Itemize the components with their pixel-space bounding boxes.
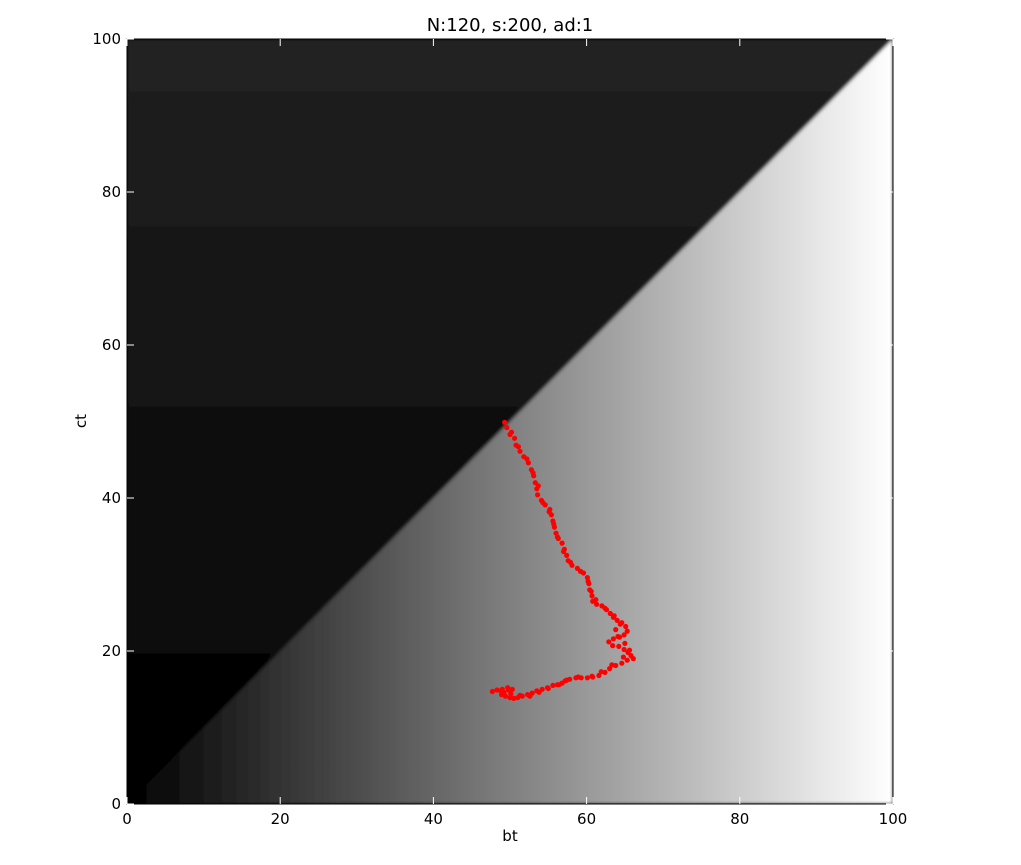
scatter-point xyxy=(517,448,523,454)
scatter-point xyxy=(546,509,552,515)
scatter-point xyxy=(507,431,513,438)
scatter-point xyxy=(607,666,613,672)
scatter-point xyxy=(607,610,613,617)
scatter-point xyxy=(610,636,617,642)
scatter-point xyxy=(596,672,602,679)
scatter-point xyxy=(564,552,570,559)
scatter-point xyxy=(616,643,622,650)
chart-title: N:120, s:200, ad:1 xyxy=(427,15,594,36)
y-tick-label: 60 xyxy=(102,336,121,354)
scatter-point xyxy=(613,627,619,633)
scatter-point xyxy=(593,597,599,603)
scatter-point xyxy=(530,470,536,476)
scatter-point xyxy=(617,621,623,627)
scatter-point xyxy=(602,605,608,611)
x-tick-label: 100 xyxy=(879,810,908,828)
scatter-point xyxy=(524,456,530,462)
scatter-point xyxy=(615,633,621,640)
scatter-point xyxy=(502,419,508,425)
scatter-point xyxy=(598,669,604,675)
x-tick-label: 20 xyxy=(271,810,290,828)
y-tick-label: 80 xyxy=(102,183,121,201)
scatter-point xyxy=(515,444,522,450)
scatter-point xyxy=(609,662,615,668)
scatter-point xyxy=(517,692,523,699)
scatter-point xyxy=(567,559,574,565)
scatter-point xyxy=(505,685,511,691)
plot-frame xyxy=(126,38,894,805)
scatter-point xyxy=(623,623,629,630)
x-axis: 0 20 40 60 80 100 xyxy=(122,39,907,828)
scatter-point xyxy=(585,578,591,585)
scatter-point xyxy=(498,688,504,694)
x-axis-label: bt xyxy=(502,827,518,845)
scatter-point xyxy=(508,691,514,697)
scatter-point xyxy=(554,682,561,688)
y-tick-label: 20 xyxy=(102,642,121,660)
x-tick-label: 60 xyxy=(577,810,596,828)
scatter-point xyxy=(610,643,616,649)
scatter-point xyxy=(577,568,584,575)
scatter-point xyxy=(619,660,625,666)
scatter-point xyxy=(540,500,546,506)
scatter-point xyxy=(535,483,541,489)
y-axis-label: ct xyxy=(72,414,90,428)
scatter-point xyxy=(507,695,513,701)
scatter-point xyxy=(620,654,627,660)
scatter-point xyxy=(611,613,617,619)
scatter-point xyxy=(621,632,627,638)
scatter-point xyxy=(551,521,557,527)
scatter-point xyxy=(594,601,600,607)
scatter-point xyxy=(554,534,561,540)
heatmap-lower-region xyxy=(127,39,893,804)
scatter-point xyxy=(621,646,627,653)
scatter-point xyxy=(545,685,551,692)
scatter-point xyxy=(624,657,630,663)
x-tick-label: 80 xyxy=(730,810,749,828)
scatter-point xyxy=(626,647,633,653)
scatter-point xyxy=(535,492,541,498)
scatter-point xyxy=(624,628,630,634)
y-tick-label: 0 xyxy=(111,795,121,813)
y-axis: 0 20 40 60 80 100 xyxy=(92,30,893,813)
scatter-point xyxy=(509,686,515,692)
x-tick-label: 0 xyxy=(122,810,132,828)
scatter-point xyxy=(511,435,518,441)
scatter-point xyxy=(584,675,591,681)
scatter-point xyxy=(589,593,595,599)
scatter-point xyxy=(559,540,565,546)
y-tick-label: 100 xyxy=(92,30,121,48)
scatter-point xyxy=(589,673,595,679)
scatter-point xyxy=(575,674,581,680)
scatter-point xyxy=(614,617,620,624)
scatter-point xyxy=(536,689,542,695)
scatter-point xyxy=(606,639,612,645)
scatter-points xyxy=(489,419,636,702)
x-tick-label: 40 xyxy=(424,810,443,828)
scatter-point xyxy=(527,693,533,699)
y-tick-label: 40 xyxy=(102,489,121,507)
plot-area xyxy=(127,39,893,804)
scatter-point xyxy=(561,548,567,555)
scatter-point xyxy=(550,682,556,689)
scatter-point xyxy=(504,425,510,431)
scatter-point xyxy=(588,588,594,594)
scatter-point xyxy=(630,656,636,662)
scatter-point xyxy=(489,688,495,695)
scatter-point xyxy=(564,677,570,683)
scatter-point xyxy=(622,640,628,647)
